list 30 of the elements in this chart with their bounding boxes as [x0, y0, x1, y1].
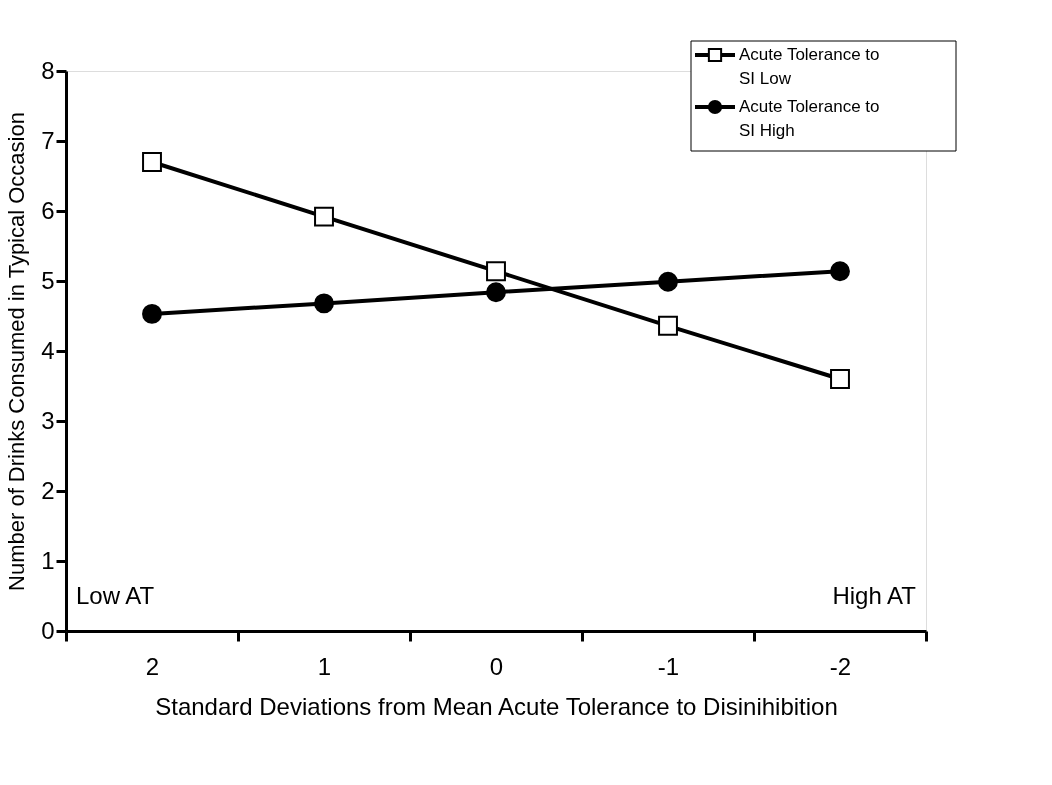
y-tick-label: 0	[41, 616, 55, 644]
point	[830, 261, 850, 282]
point	[830, 369, 850, 389]
legend-label: Acute Tolerance to SI Low	[739, 45, 880, 88]
point	[314, 293, 334, 314]
x-tick-label: 2	[145, 652, 160, 680]
point	[314, 206, 334, 227]
x-tick-label: -2	[829, 652, 852, 680]
x-tick-label: 0	[489, 652, 504, 680]
y-tick-label: 4	[41, 336, 55, 364]
annotation: Low AT	[76, 582, 155, 609]
point	[486, 261, 506, 282]
point	[142, 303, 162, 324]
y-tick-label: 3	[41, 406, 55, 434]
x-tick-label: 1	[317, 652, 332, 680]
point	[142, 152, 162, 172]
annotation: High AT	[832, 582, 917, 609]
legend-label: Acute Tolerance to SI High	[739, 97, 880, 140]
y-tick-label: 1	[41, 546, 55, 574]
point	[486, 282, 506, 303]
y-tick-label: 2	[41, 476, 55, 504]
y-tick-label: 5	[41, 266, 55, 294]
y-axis-title: Number of Drinks Consumed in Typical Occasion	[4, 112, 30, 591]
x-axis-title: Standard Deviations from Mean Acute Tolerance to Disinihibition	[155, 692, 838, 720]
x-tick-label: -1	[657, 652, 680, 680]
y-tick-label: 7	[41, 126, 55, 154]
y-tick-label: 8	[41, 56, 55, 84]
point	[658, 315, 678, 336]
point	[658, 271, 678, 292]
y-tick-label: 6	[41, 196, 55, 224]
